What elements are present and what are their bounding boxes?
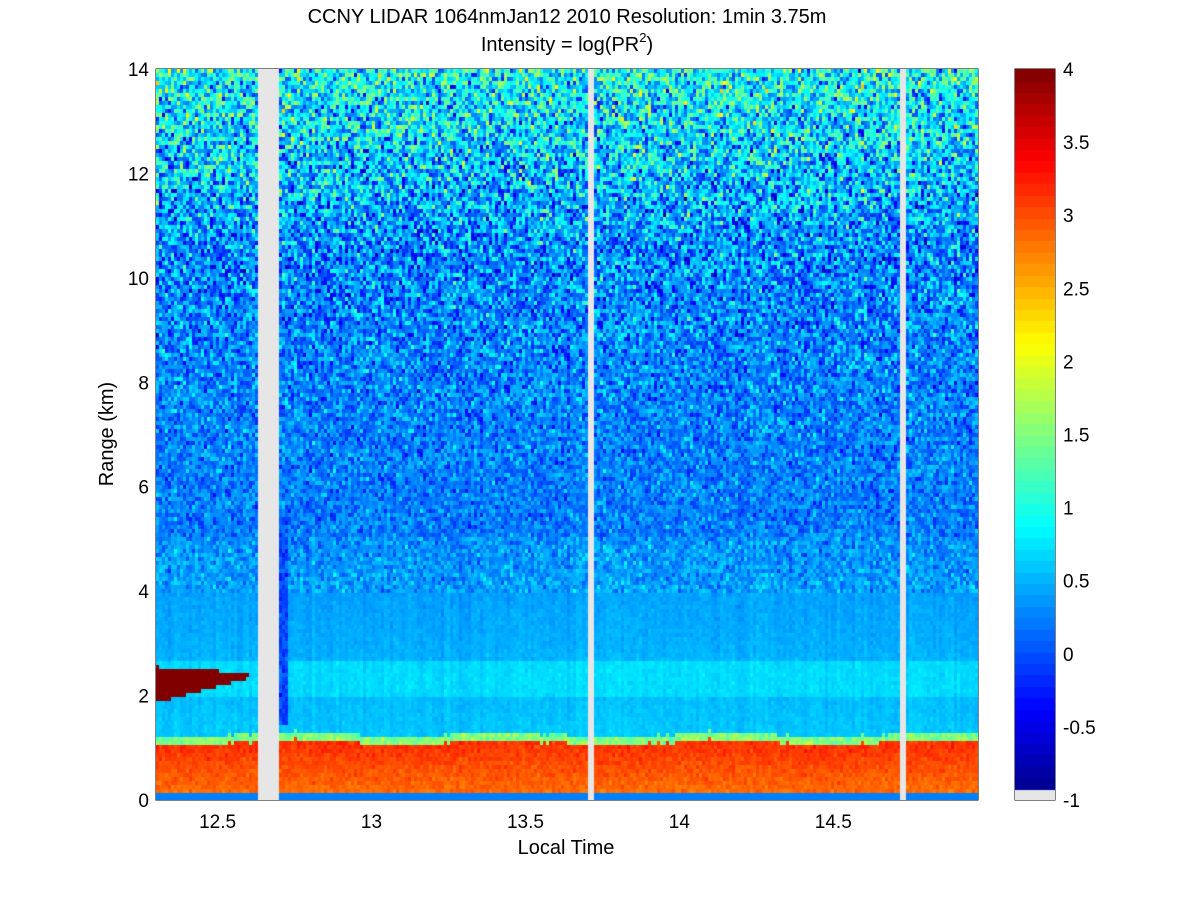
chart-subtitle: Intensity = log(PR2) (481, 30, 653, 56)
chart-title: CCNY LIDAR 1064nmJan12 2010 Resolution: … (308, 6, 827, 28)
colorbar-tick-label: -0.5 (1063, 718, 1096, 739)
colorbar-tick-label: 0 (1063, 645, 1074, 666)
colorbar-ticks: -1 -0.5 0 0.5 1 1.5 2 2.5 3 3.5 4 (1015, 60, 1096, 812)
colorbar-tick-label: 0.5 (1063, 572, 1089, 593)
colorbar-tick-label: -1 (1063, 791, 1080, 812)
x-tick-label: 13 (361, 812, 382, 833)
colorbar-tick-label: 2 (1063, 352, 1074, 373)
x-tick-label: 12.5 (199, 812, 236, 833)
y-tick-label: 14 (128, 60, 150, 81)
colorbar-canvas (1015, 69, 1055, 800)
y-tick-label: 2 (138, 687, 149, 708)
y-tick-label: 4 (138, 582, 149, 603)
colorbar-tick-label: 3.5 (1063, 133, 1089, 154)
x-axis-label: Local Time (518, 837, 615, 859)
colorbar-tick-label: 2.5 (1063, 279, 1089, 300)
y-tick-label: 10 (128, 269, 149, 290)
colorbar-tick-label: 4 (1063, 60, 1074, 81)
heatmap-canvas (156, 69, 978, 800)
colorbar-tick-label: 1.5 (1063, 426, 1089, 447)
subtitle-superscript: 2 (639, 30, 646, 45)
x-tick-label: 14 (669, 812, 691, 833)
y-tick-label: 0 (138, 791, 149, 812)
x-tick-label: 13.5 (507, 812, 544, 833)
y-tick-label: 6 (138, 478, 149, 499)
y-tick-label: 8 (138, 373, 149, 394)
colorbar-tick-label: 3 (1063, 206, 1074, 227)
y-axis-label: Range (km) (96, 382, 118, 486)
x-tick-label: 14.5 (815, 812, 852, 833)
colorbar-tick-label: 1 (1063, 499, 1074, 520)
y-tick-label: 12 (128, 164, 149, 185)
